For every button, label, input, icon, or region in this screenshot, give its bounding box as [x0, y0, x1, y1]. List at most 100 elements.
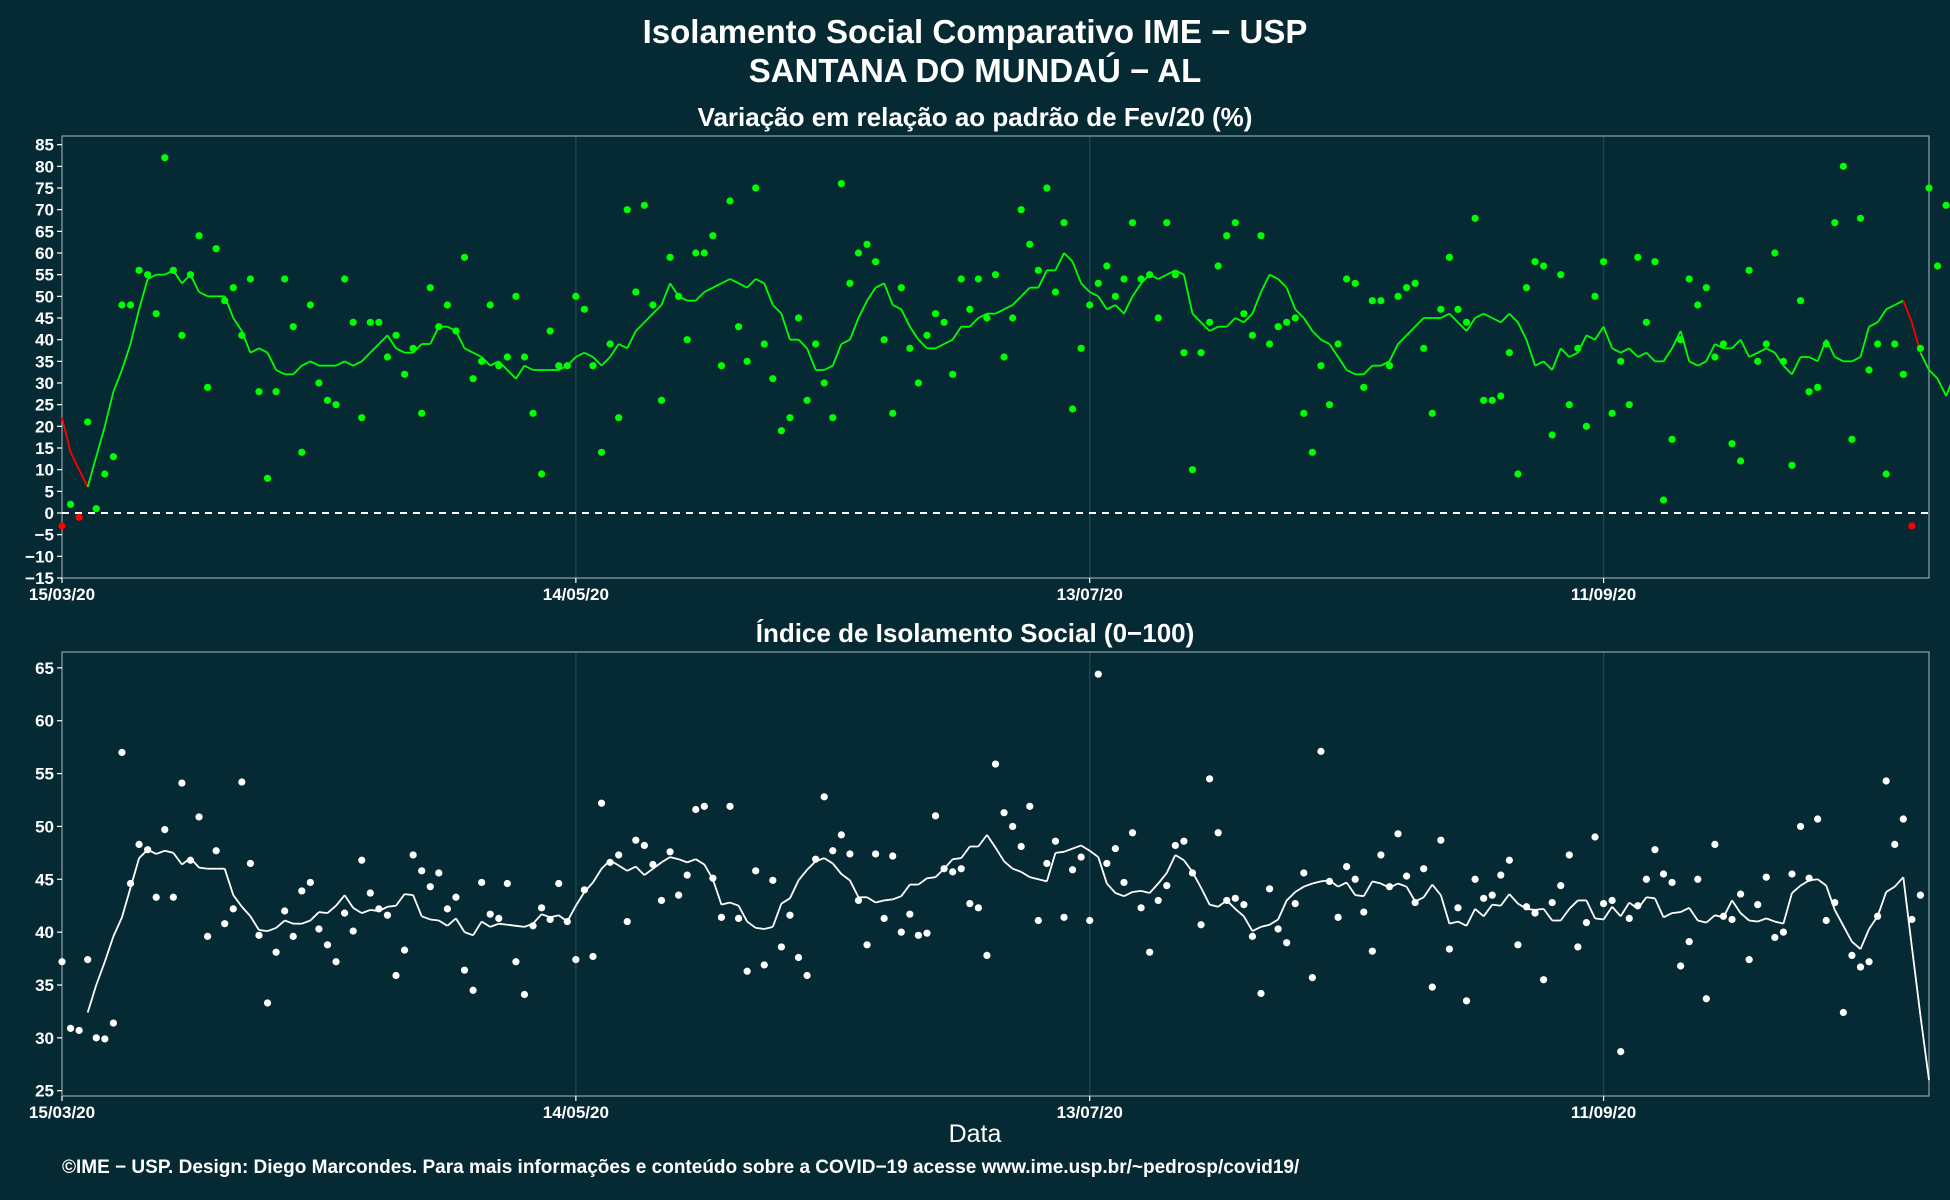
moving-average-segment	[806, 348, 817, 371]
data-point	[752, 867, 760, 875]
moving-average-segment	[1645, 352, 1656, 362]
data-point	[92, 505, 100, 513]
data-point	[529, 409, 537, 417]
data-point	[683, 336, 691, 344]
moving-average-segment	[1611, 347, 1622, 354]
moving-average-segment	[1748, 351, 1759, 358]
data-point	[1839, 162, 1847, 170]
moving-average-segment	[1346, 369, 1356, 376]
data-point	[1334, 340, 1342, 348]
data-point	[897, 284, 905, 292]
data-point	[709, 874, 717, 882]
moving-average-segment	[1585, 900, 1596, 919]
moving-average-segment	[1525, 339, 1536, 366]
moving-average-segment	[1568, 351, 1579, 358]
data-point	[914, 379, 923, 387]
data-point	[1488, 396, 1496, 404]
moving-average-segment	[1303, 882, 1313, 888]
data-point	[1360, 908, 1368, 916]
panel-variacao: 8580757065605550454035302520151050−5−10−…	[25, 135, 1950, 604]
data-point	[1591, 292, 1599, 300]
data-point	[126, 879, 135, 888]
data-point	[666, 848, 674, 856]
moving-average-segment	[412, 894, 423, 917]
data-point	[315, 379, 323, 387]
data-point	[743, 357, 751, 365]
data-point	[1471, 214, 1479, 222]
moving-average-segment	[1945, 383, 1950, 397]
moving-average-segment	[1414, 317, 1425, 328]
moving-average-segment	[524, 364, 534, 371]
data-point	[1214, 262, 1222, 270]
data-point	[837, 831, 845, 839]
moving-average-segment	[1894, 876, 1904, 888]
data-point	[281, 275, 289, 283]
data-point	[75, 1026, 83, 1035]
data-point	[126, 301, 135, 309]
data-point	[1257, 989, 1265, 998]
moving-average-segment	[1311, 330, 1322, 341]
moving-average-segment	[86, 984, 98, 1013]
moving-average-segment	[489, 922, 500, 928]
data-point	[889, 852, 897, 860]
y-tick-label: 60	[35, 244, 54, 263]
data-point	[323, 396, 332, 404]
data-point	[1077, 344, 1085, 352]
data-point	[1916, 891, 1925, 899]
data-point	[1394, 292, 1402, 300]
moving-average-segment	[960, 845, 971, 859]
moving-average-segment	[1534, 907, 1544, 911]
data-point	[1240, 901, 1248, 909]
data-point	[101, 470, 109, 478]
data-point	[1137, 904, 1145, 912]
data-point	[1651, 258, 1659, 266]
moving-average-segment	[1500, 893, 1511, 907]
moving-average-segment	[301, 360, 311, 367]
data-point	[1043, 184, 1051, 192]
data-point	[1711, 840, 1719, 849]
data-point	[1017, 842, 1025, 851]
data-point	[341, 909, 349, 917]
data-point	[974, 275, 982, 283]
data-point	[1668, 878, 1676, 887]
data-point	[1420, 865, 1428, 873]
moving-average-segment	[832, 862, 843, 875]
data-point	[486, 910, 494, 918]
moving-average-segment	[386, 334, 397, 349]
moving-average-segment	[909, 326, 920, 341]
moving-average-segment	[1662, 347, 1673, 362]
data-point	[846, 850, 854, 858]
moving-average-segment	[703, 286, 714, 293]
data-point	[820, 379, 828, 387]
moving-average-segment	[1465, 908, 1476, 927]
moving-average-segment	[1465, 317, 1476, 332]
data-point	[418, 409, 426, 417]
data-point	[1206, 318, 1214, 326]
data-point	[1154, 314, 1162, 322]
moving-average-segment	[1663, 912, 1673, 919]
moving-average-segment	[643, 867, 654, 876]
data-point	[572, 956, 580, 964]
moving-average-segment	[1148, 882, 1159, 894]
moving-average-segment	[849, 317, 860, 340]
moving-average-segment	[1337, 356, 1348, 371]
data-point	[383, 353, 392, 361]
data-point	[1762, 340, 1770, 348]
data-point	[1788, 870, 1796, 878]
data-point	[246, 859, 255, 868]
moving-average-segment	[1868, 321, 1879, 328]
data-point	[1437, 305, 1445, 313]
moving-average-segment	[1791, 356, 1802, 375]
moving-average-segment	[1165, 854, 1177, 874]
data-point	[734, 914, 743, 923]
moving-average-segment	[1739, 912, 1750, 922]
moving-average-segment	[1089, 850, 1099, 858]
data-point	[1462, 318, 1471, 326]
moving-average-segment	[1183, 274, 1194, 314]
data-point	[1685, 275, 1693, 283]
moving-average-segment	[361, 909, 371, 914]
moving-average-segment	[1637, 351, 1647, 358]
data-point	[1514, 941, 1522, 949]
moving-average-segment	[1439, 894, 1451, 924]
moving-average-segment	[643, 313, 654, 323]
